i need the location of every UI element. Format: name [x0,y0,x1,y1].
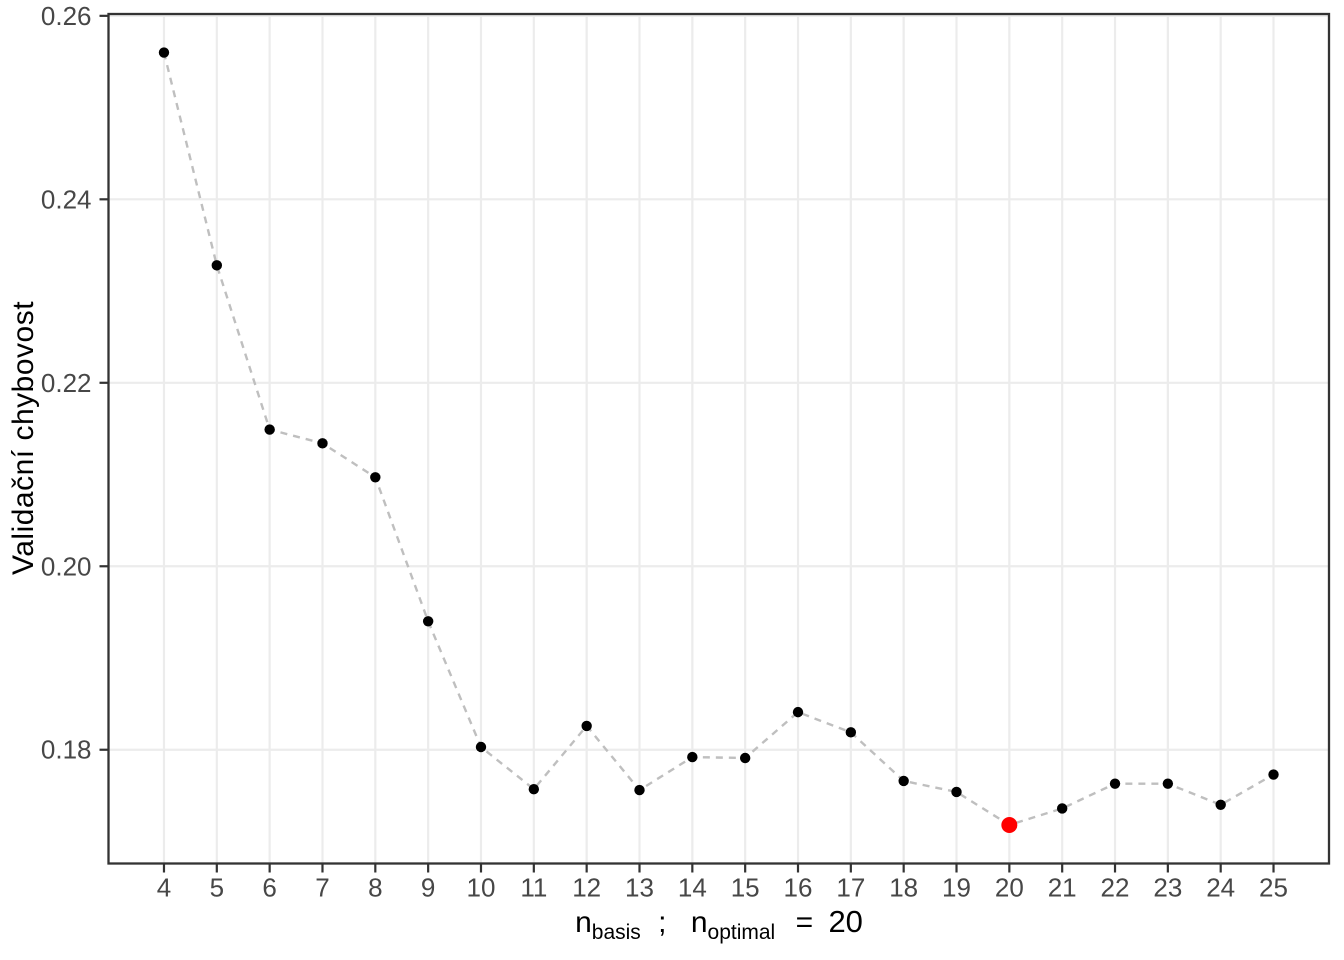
data-point [370,472,381,483]
x-tick-label: 17 [836,873,865,903]
y-tick-label: 0.22 [41,368,92,398]
x-tick-label: 24 [1206,873,1235,903]
data-point [898,775,909,787]
separator-semicolon: ; [658,906,667,939]
x-tick-label: 25 [1259,873,1288,903]
x-tick-label: 6 [262,873,276,903]
x-axis-term-basis: nbasis [575,906,641,943]
x-tick-label: 5 [210,873,224,903]
data-point [1056,803,1068,814]
x-tick-label: 8 [368,873,382,903]
data-point [1215,799,1226,810]
n-basis-subscript: basis [591,921,641,944]
x-tick-label: 9 [421,873,435,903]
equals-sign: = [795,906,814,939]
data-point [528,783,540,795]
x-tick-label: 11 [520,873,547,903]
data-point [581,720,592,732]
n-optimal-subscript: optimal [707,921,776,944]
data-point [845,727,857,738]
tick-labels: 0.18 0.20 0.22 0.24 0.26 4 5 6 7 8 9 10 11 12 13 14 15 16… [41,1,1288,903]
x-tick-label: 15 [731,873,760,903]
y-axis-title: Validační chybovost [7,300,40,576]
x-axis-term-optimal: noptimal [690,906,775,943]
x-tick-label: 19 [942,873,971,903]
x-tick-label: 18 [889,873,918,903]
optimal-value: 20 [828,904,863,939]
data-point [211,260,223,271]
x-tick-label: 7 [315,873,329,903]
x-tick-label: 21 [1048,873,1077,903]
series-line [162,52,1275,827]
panel-border [107,12,1331,865]
x-tick-label: 23 [1153,873,1182,903]
x-tick-label: 22 [1101,873,1130,903]
x-tick-label: 10 [467,873,496,903]
data-point [317,438,328,449]
y-tick-label: 0.20 [41,551,92,581]
data-point [475,741,487,753]
x-tick-label: 20 [995,873,1024,903]
data-point [739,752,751,764]
data-point [951,786,962,798]
data-point [792,706,804,718]
data-point [264,424,275,435]
x-tick-label: 12 [572,873,601,903]
panel-background [108,14,1329,864]
x-axis-title: nbasis ; noptimal = 20 [575,904,863,943]
x-tick-label: 14 [678,873,707,903]
x-tick-label: 16 [784,873,813,903]
data-points [158,47,1279,833]
x-tick-label: 4 [157,873,171,903]
y-tick-label: 0.24 [41,184,92,214]
data-point [687,751,698,763]
highlighted-data-point [1001,816,1018,833]
n-optimal-symbol: n [690,906,708,939]
data-point [158,47,170,58]
n-basis-symbol: n [575,906,592,939]
y-tick-label: 0.18 [41,735,92,765]
y-tick-label: 0.26 [41,1,92,31]
data-point [1109,778,1121,789]
data-point [1268,769,1279,780]
data-point [1162,778,1174,789]
data-point [634,784,645,796]
data-point [422,616,434,627]
x-tick-label: 13 [625,873,654,903]
axis-ticks [99,14,1275,873]
